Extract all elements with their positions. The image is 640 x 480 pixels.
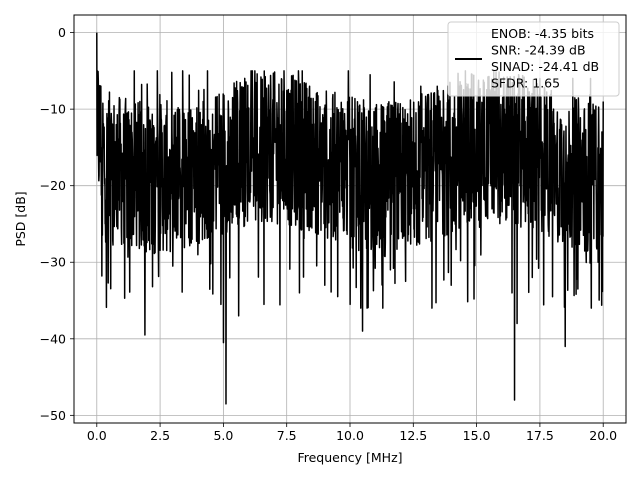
x-tick-label: 2.5 (150, 428, 170, 443)
y-tick-label: −50 (40, 408, 66, 423)
legend: ENOB: -4.35 bits SNR: -24.39 dB SINAD: -… (447, 21, 620, 97)
legend-sinad: SINAD: -24.41 dB (491, 59, 599, 74)
legend-snr: SNR: -24.39 dB (491, 43, 586, 58)
y-axis-label: PSD [dB] (13, 191, 28, 246)
x-tick-label: 7.5 (277, 428, 297, 443)
y-tick-label: −10 (40, 102, 66, 117)
x-tick-label: 15.0 (463, 428, 491, 443)
x-tick-label: 10.0 (336, 428, 364, 443)
y-tick-label: −20 (40, 178, 66, 193)
x-axis-label: Frequency [MHz] (297, 450, 402, 465)
legend-enob: ENOB: -4.35 bits (491, 26, 594, 41)
legend-sfdr: SFDR: 1.65 (491, 76, 560, 91)
y-tick-label: −30 (40, 255, 66, 270)
x-tick-label: 0.0 (87, 428, 107, 443)
y-tick-label: −40 (40, 331, 66, 346)
legend-box (447, 21, 620, 97)
y-axis: 0 −10 −20 −30 −40 −50 (40, 25, 74, 423)
x-tick-label: 20.0 (589, 428, 617, 443)
x-axis: 0.0 2.5 5.0 7.5 10.0 12.5 15.0 17.5 20.0 (87, 423, 617, 443)
x-tick-label: 12.5 (399, 428, 427, 443)
y-tick-label: 0 (58, 25, 66, 40)
x-tick-label: 17.5 (526, 428, 554, 443)
x-tick-label: 5.0 (213, 428, 233, 443)
